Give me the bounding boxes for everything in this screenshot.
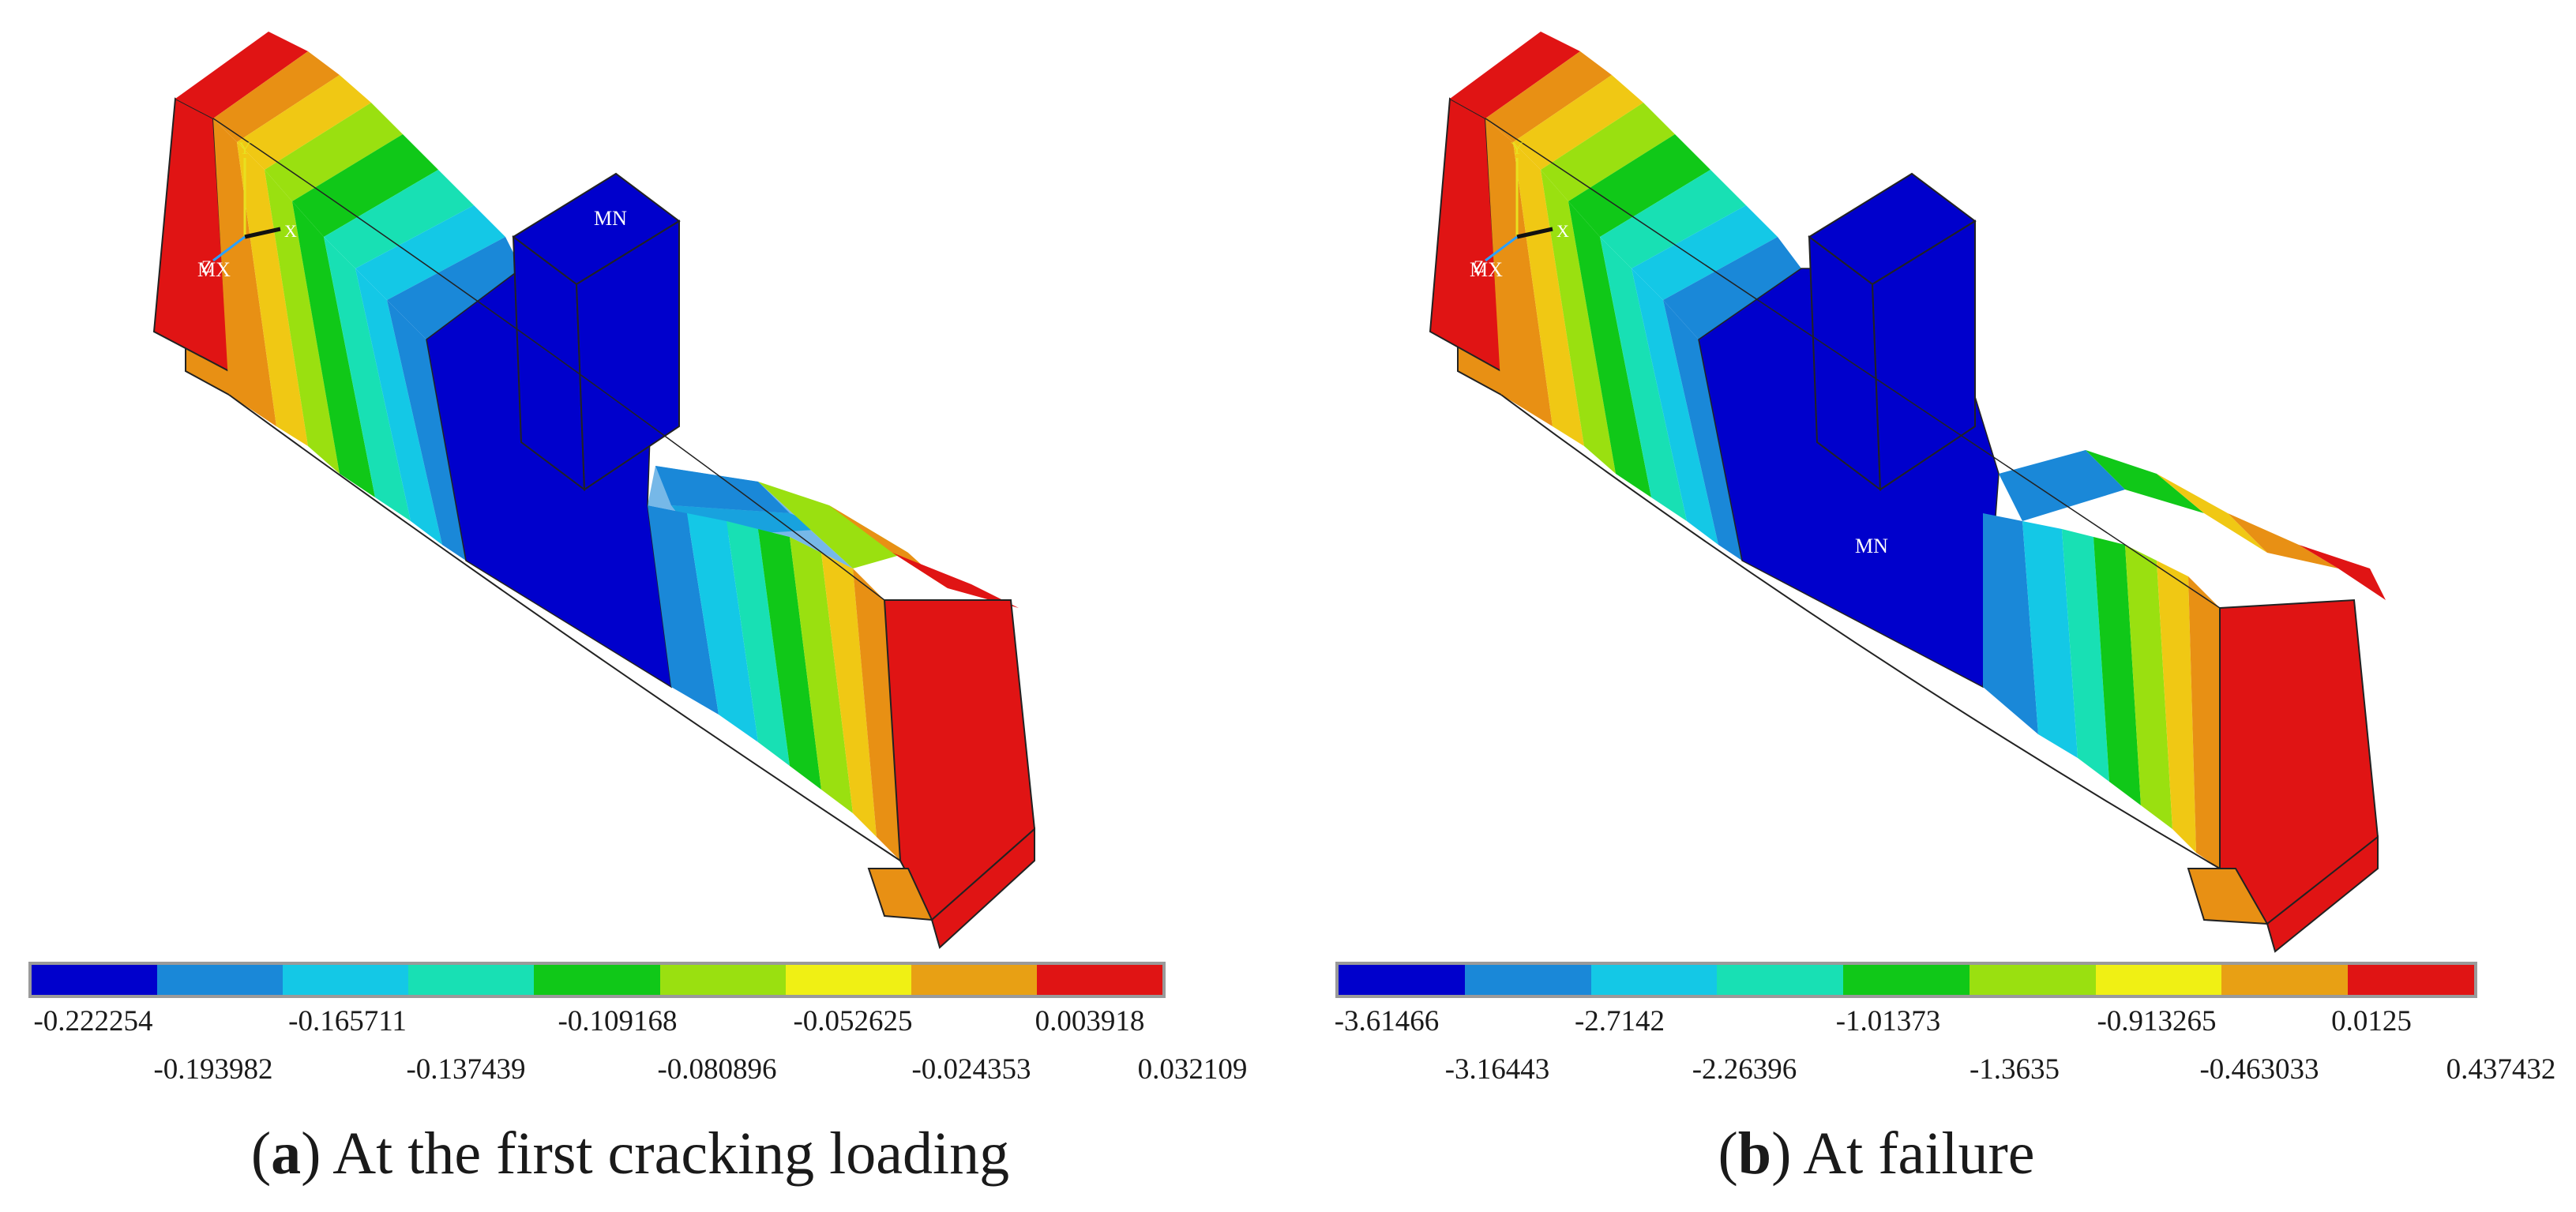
svg-text:Y: Y [1511, 138, 1523, 158]
legend-swatch [1590, 965, 1718, 995]
svg-text:Z: Z [1474, 257, 1484, 276]
mx-marker-a: MX [197, 258, 231, 281]
panel-failure: MN Y X Z MX [1288, 0, 2576, 1212]
legend-tick: -3.16443 [1444, 1053, 1550, 1086]
svg-text:Z: Z [201, 257, 212, 276]
contour-legend-bar [1335, 962, 2477, 998]
legend-swatch [1717, 965, 1844, 995]
legend-swatch [32, 965, 158, 995]
beam-contour-plot: MN Y X Z MX [1429, 32, 2386, 953]
legend-swatch [2348, 965, 2475, 995]
legend-tick: -2.7142 [1574, 1005, 1665, 1038]
figure-caption: (a) At the first cracking loading [250, 1120, 1010, 1187]
legend-swatch [157, 965, 284, 995]
legend-swatch [283, 965, 409, 995]
legend-tick: -1.3635 [1969, 1053, 2060, 1086]
legend-tick: -0.052625 [793, 1005, 913, 1038]
svg-text:X: X [284, 221, 297, 241]
legend-swatch [785, 965, 911, 995]
legend-swatch [1339, 965, 1465, 995]
mn-marker-b: MN [1855, 535, 1888, 557]
legend-tick: -0.165711 [288, 1005, 407, 1038]
legend-tick: -0.080896 [657, 1053, 777, 1086]
legend-swatch [2095, 965, 2222, 995]
legend-swatch [911, 965, 1037, 995]
legend-tick: -0.463033 [2199, 1053, 2319, 1086]
legend-tick: -0.913265 [2097, 1005, 2217, 1038]
beam-contour-plot: MN Y X Z MX [152, 32, 1036, 949]
svg-text:X: X [1556, 221, 1569, 241]
svg-text:Y: Y [238, 138, 251, 158]
legend-swatch [1969, 965, 2096, 995]
figure-caption: (b) At failure [1718, 1120, 2035, 1187]
legend-tick: -0.137439 [406, 1053, 526, 1086]
legend-tick: 0.437432 [2446, 1053, 2556, 1086]
legend-swatch [1843, 965, 1970, 995]
axis-triad-icon: Y X Z [1474, 138, 1569, 276]
legend-swatch [1464, 965, 1591, 995]
mn-marker-a: MN [594, 207, 627, 230]
legend-tick: -3.61466 [1334, 1005, 1440, 1038]
legend-tick: 0.0125 [2331, 1005, 2412, 1038]
legend-tick: -0.222254 [33, 1005, 153, 1038]
legend-tick: 0.032109 [1137, 1053, 1248, 1086]
legend-swatch [408, 965, 535, 995]
panel-first-cracking: MN Y X Z MX [28, 32, 1248, 1187]
legend-tick: 0.003918 [1035, 1005, 1145, 1038]
axis-triad-icon: Y X Z [201, 138, 297, 276]
legend-swatch [2221, 965, 2349, 995]
legend-tick: -0.024353 [911, 1053, 1031, 1086]
legend-swatch [1036, 965, 1162, 995]
legend-tick: -0.193982 [153, 1053, 273, 1086]
contour-legend-bar [28, 962, 1166, 998]
mx-marker-b: MX [1470, 258, 1503, 281]
legend-swatch [534, 965, 660, 995]
legend-tick: -2.26396 [1692, 1053, 1797, 1086]
legend-swatch [659, 965, 786, 995]
legend-tick: -1.01373 [1835, 1005, 1941, 1038]
legend-tick: -0.109168 [558, 1005, 678, 1038]
